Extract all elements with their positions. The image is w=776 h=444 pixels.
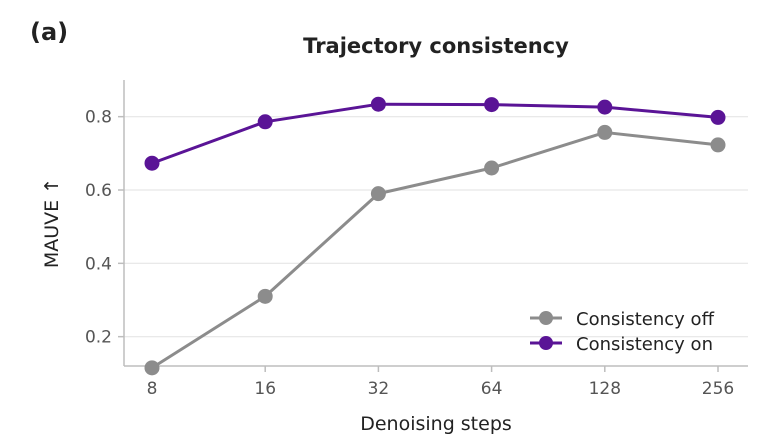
y-tick-label: 0.8 [85,108,112,128]
legend: Consistency off Consistency on [530,309,715,355]
x-tick-label: 32 [368,379,390,399]
legend-marker-consistency-off [539,311,553,325]
data-point [257,114,273,130]
grid-layer [124,116,748,338]
y-axis-label: MAUVE ↑ [41,178,63,268]
series-line [151,130,719,370]
y-tick-label: 0.4 [85,254,112,274]
x-tick-label: 8 [147,379,158,399]
panel-label: (a) [30,18,69,46]
data-point [370,96,386,112]
legend-label-consistency-off: Consistency off [576,309,715,330]
x-tick-labels: 8 16 32 64 128 256 [147,379,735,399]
x-tick-label: 64 [481,379,503,399]
data-point [484,97,500,113]
axis-layer [118,80,748,372]
x-tick-label: 256 [702,379,734,399]
series-line [151,102,719,165]
series-consistency-on [144,96,726,171]
x-tick-label: 128 [589,379,621,399]
chart-title: Trajectory consistency [303,34,569,58]
data-point [144,360,160,376]
data-point [710,109,726,125]
series-layer [144,96,726,376]
data-point [144,155,160,171]
data-point [710,137,726,153]
data-point [370,186,386,202]
legend-marker-consistency-on [539,336,553,350]
data-point [597,124,613,140]
data-point [597,99,613,115]
y-tick-labels: 0.2 0.4 0.6 0.8 [85,108,112,348]
series-consistency-off [144,124,726,376]
y-tick-label: 0.2 [85,328,112,348]
data-point [257,288,273,304]
legend-label-consistency-on: Consistency on [576,334,713,355]
y-tick-label: 0.6 [85,181,112,201]
data-point [484,160,500,176]
x-axis-label: Denoising steps [360,413,512,435]
x-tick-label: 16 [254,379,276,399]
